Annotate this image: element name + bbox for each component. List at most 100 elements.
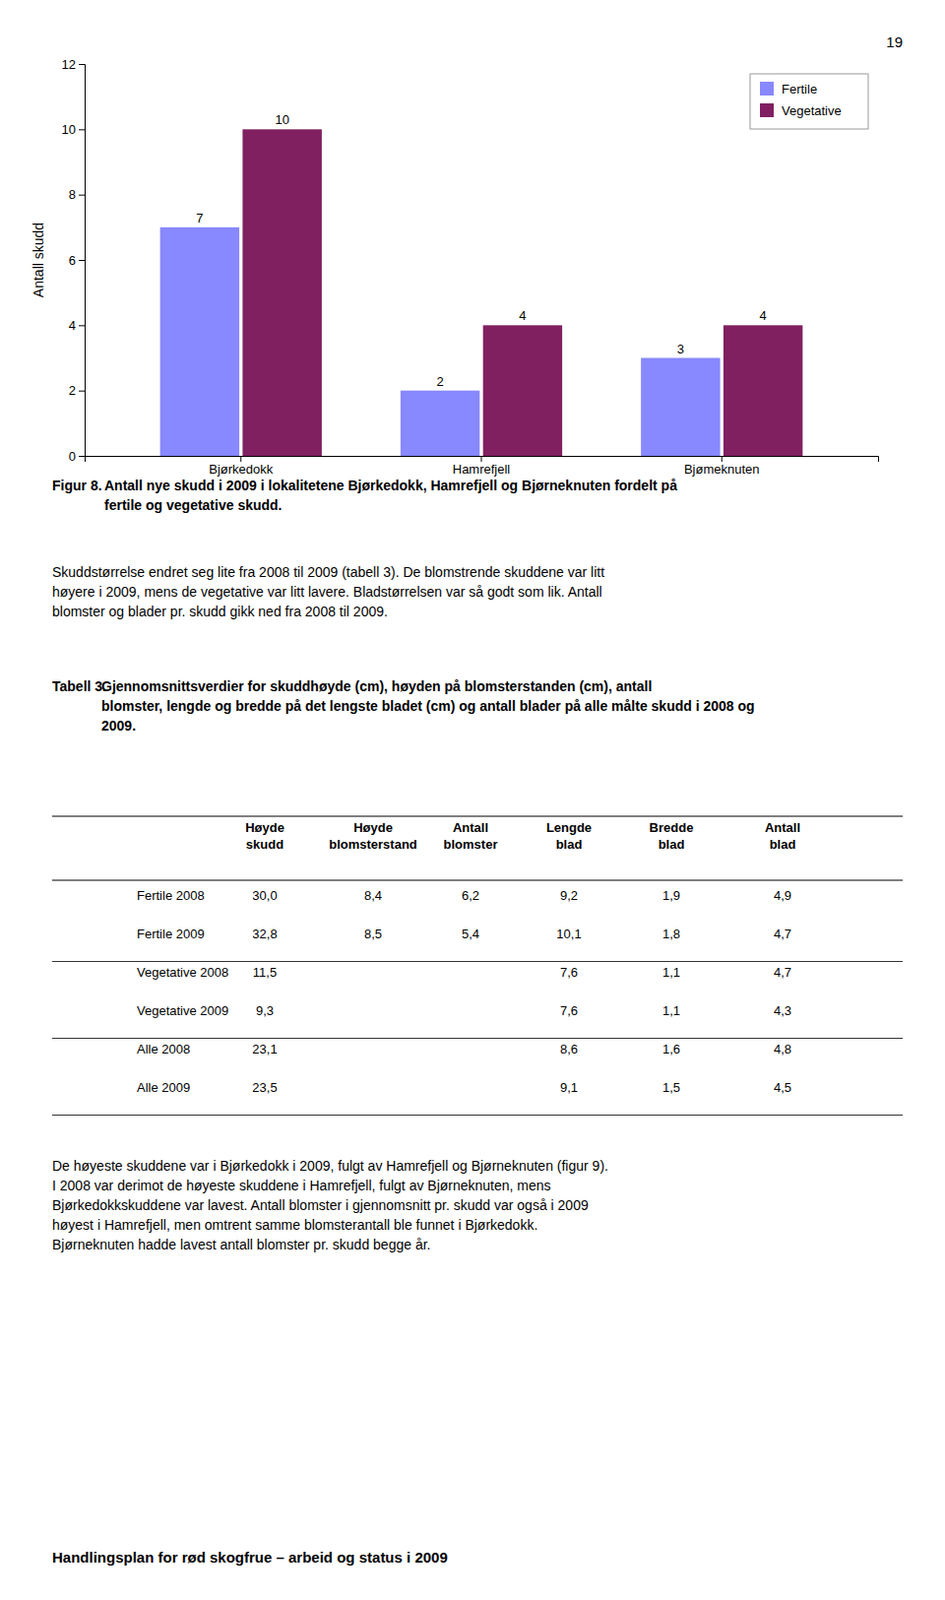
table-header: Antallblomster [443,819,499,852]
table-cell: 9,3 [255,1003,274,1018]
y-tick: 2 [68,382,85,398]
table-cell-line: 4,3 [773,1003,792,1018]
y-tick: 12 [62,57,85,72]
y-axis-line [78,64,86,457]
table-caption-label: Tabell 3. [52,678,107,694]
table-cell: 9,2 [560,887,578,903]
table-caption-text-line: 2009. [101,717,136,734]
legend-item: Fertile [759,81,818,97]
y-tick: 4 [68,317,85,333]
data-label: 3 [677,341,685,357]
table-cell-line: 4,7 [773,926,792,942]
paragraph-line: Bjørneknuten hadde lavest antall blomste… [52,1236,431,1253]
data-label: 7 [195,210,203,226]
table-rule [52,1114,903,1116]
data-labels: 7231044 [195,112,767,388]
data-label: 4 [518,308,526,323]
table-header-line: blad [556,836,583,852]
bar [160,227,240,456]
table-cell-line: 30,0 [252,887,277,903]
x-tick: Bjørkedokk [208,455,274,477]
table-cell: 1,9 [662,887,681,903]
table-cell-line: 7,6 [560,964,578,980]
table-row-label-line: Vegetative 2008 [136,964,229,980]
bar [640,358,720,457]
y-tick: 0 [68,448,85,464]
table-header-line: blomster [443,836,499,852]
table-cell: 23,1 [252,1041,277,1057]
table-cell-line: 8,5 [364,926,382,942]
table-cell: 4,7 [773,926,792,942]
y-axis: 0 2 4 6 8 10 12 [62,57,86,464]
table-cell-line: 4,7 [773,964,792,980]
bar [242,128,321,456]
table-cell-line: 9,3 [255,1003,274,1018]
table-header: Høydeskudd [245,819,285,852]
y-tick-mark [78,390,85,392]
y-tick-label: 12 [62,57,76,72]
table-cell-line: 4,8 [773,1041,792,1057]
table-caption-text-line: blomster, lengde og bredde på det lengst… [101,697,756,714]
table-cell-line: 32,8 [252,926,277,942]
table-header-line: blad [658,836,686,852]
legend-frame [750,73,869,129]
table-row-label-line: Fertile 2008 [136,887,205,903]
table-header-line: Antall [452,819,489,835]
y-tick-mark [78,324,85,326]
x-axis: BjørkedokkHamrefjellBjømeknuten [85,455,880,477]
y-tick-label: 2 [68,382,76,398]
figure-caption-label-line: Figur 8. [52,477,103,494]
table-rule [52,960,903,962]
chart: 7231044024681012BjørkedokkHamrefjellBjøm… [30,57,880,478]
table-cell: 6,2 [461,887,480,903]
table-cell-line: 4,9 [773,887,792,903]
legend-item: Vegetative [759,103,842,119]
table-cell: 4,3 [773,1003,792,1018]
paragraph-line: De høyeste skuddene var i Bjørkedokk i 2… [52,1157,609,1174]
table-caption-label-line: Tabell 3. [52,678,107,694]
data-label: 2 [436,374,443,389]
figure-caption-text-line: fertile og vegetative skudd. [104,497,283,513]
table-cell: 4,5 [773,1079,792,1095]
paragraph-line: høyere i 2009, mens de vegetative var li… [52,583,603,600]
y-tick: 8 [68,187,85,202]
y-tick-label: 6 [68,252,76,268]
paragraph-line: blomster og blader pr. skudd gikk ned fr… [52,603,388,620]
table-row-label-line: Alle 2008 [136,1041,190,1057]
paragraph: Skuddstørrelse endret seg lite fra 2008 … [52,564,605,620]
table-cell-line: 8,4 [364,887,382,903]
x-tick-mark [240,455,242,462]
table-caption-text: Gjennomsnittsverdier for skuddhøyde (cm)… [101,678,756,734]
table-header-line: blomsterstand [328,836,418,852]
paragraph-line: Bjørkedokkskuddene var lavest. Antall bl… [52,1197,589,1213]
legend-label: Fertile [781,81,818,97]
x-tick-mark [721,455,723,462]
page-number: 19 [885,33,903,51]
table-cell-line: 5,4 [461,926,480,942]
y-tick-label: 8 [68,187,76,202]
table-row-label: Fertile 2008 [136,887,205,903]
table-cell: 32,8 [252,926,277,942]
paragraph-line: I 2008 var derimot de høyeste skuddene i… [52,1177,552,1194]
y-tick-label: 0 [68,448,76,464]
bar [483,324,563,456]
table-row-label: Vegetative 2008 [136,964,229,980]
table: HøydeskuddHøydeblomsterstandAntallblomst… [52,816,903,1116]
table-row-label: Vegetative 2009 [136,1003,229,1018]
y-tick-label: 10 [62,122,76,137]
table-header-line: Høyde [245,819,285,835]
table-row-label: Alle 2008 [136,1041,190,1057]
y-tick: 6 [68,252,85,268]
table-cell-line: 1,1 [662,1003,681,1018]
bars [160,128,804,456]
table-cell: 1,1 [662,964,681,980]
page: 197231044024681012BjørkedokkHamrefjellBj… [0,0,945,1600]
table-cell: 8,6 [560,1041,578,1057]
x-tick-label: Hamrefjell [452,461,511,477]
table-header-line: Høyde [353,819,393,835]
figure-caption-text-line: Antall nye skudd i 2009 i lokalitetene B… [104,477,678,494]
table-cell-line: 10,1 [556,926,581,942]
footer: Handlingsplan for rød skogfrue – arbeid … [52,1548,448,1566]
table-cell-line: 7,6 [560,1003,578,1018]
table-cell-line: 6,2 [461,887,480,903]
